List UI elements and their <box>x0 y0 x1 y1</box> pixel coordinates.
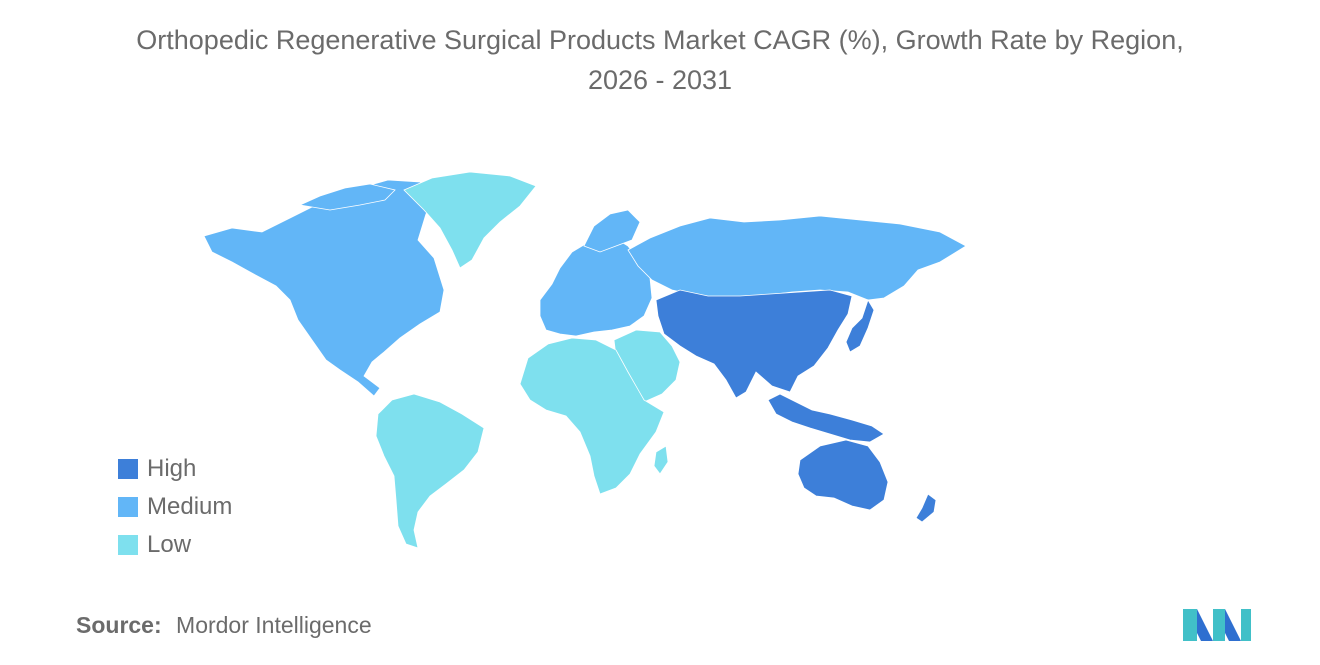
region-australia <box>797 439 889 511</box>
region-russia <box>627 215 967 301</box>
legend-item-low: Low <box>118 526 232 564</box>
region-madagascar <box>653 445 669 475</box>
region-africa <box>519 337 665 495</box>
logo-diagonal-2 <box>1225 609 1241 641</box>
region-europe <box>539 235 653 337</box>
legend-label-high: High <box>147 455 197 482</box>
region-north-america <box>203 179 445 397</box>
region-southeast-asia <box>767 393 885 443</box>
source-label: Source: <box>76 612 162 638</box>
legend-item-medium: Medium <box>118 488 232 526</box>
region-scandinavia <box>583 209 641 253</box>
mordor-intelligence-logo <box>1183 609 1251 641</box>
region-greenland <box>403 171 537 269</box>
logo-right-bar <box>1241 609 1251 641</box>
title-line-2: 2026 - 2031 <box>587 65 733 95</box>
legend-item-high: High <box>118 450 232 488</box>
region-japan <box>845 299 875 353</box>
region-north-america-islands <box>298 183 396 211</box>
region-new-zealand <box>915 493 937 523</box>
title-line-1: Orthopedic Regenerative Surgical Product… <box>136 25 1184 55</box>
chart-title: Orthopedic Regenerative Surgical Product… <box>20 20 1300 100</box>
logo-left-bar <box>1183 609 1197 641</box>
source-line: Source: Mordor Intelligence <box>76 612 372 639</box>
source-value: Mordor Intelligence <box>176 612 372 638</box>
legend-swatch-medium <box>118 497 138 517</box>
legend: High Medium Low <box>118 450 232 564</box>
legend-swatch-high <box>118 459 138 479</box>
legend-label-medium: Medium <box>147 493 233 520</box>
world-map <box>203 171 967 549</box>
logo-diagonal-1 <box>1197 609 1213 641</box>
legend-swatch-low <box>118 535 138 555</box>
region-asia <box>655 289 853 399</box>
logo-middle-bar <box>1213 609 1225 641</box>
legend-label-low: Low <box>147 531 192 558</box>
region-south-america <box>375 393 485 549</box>
